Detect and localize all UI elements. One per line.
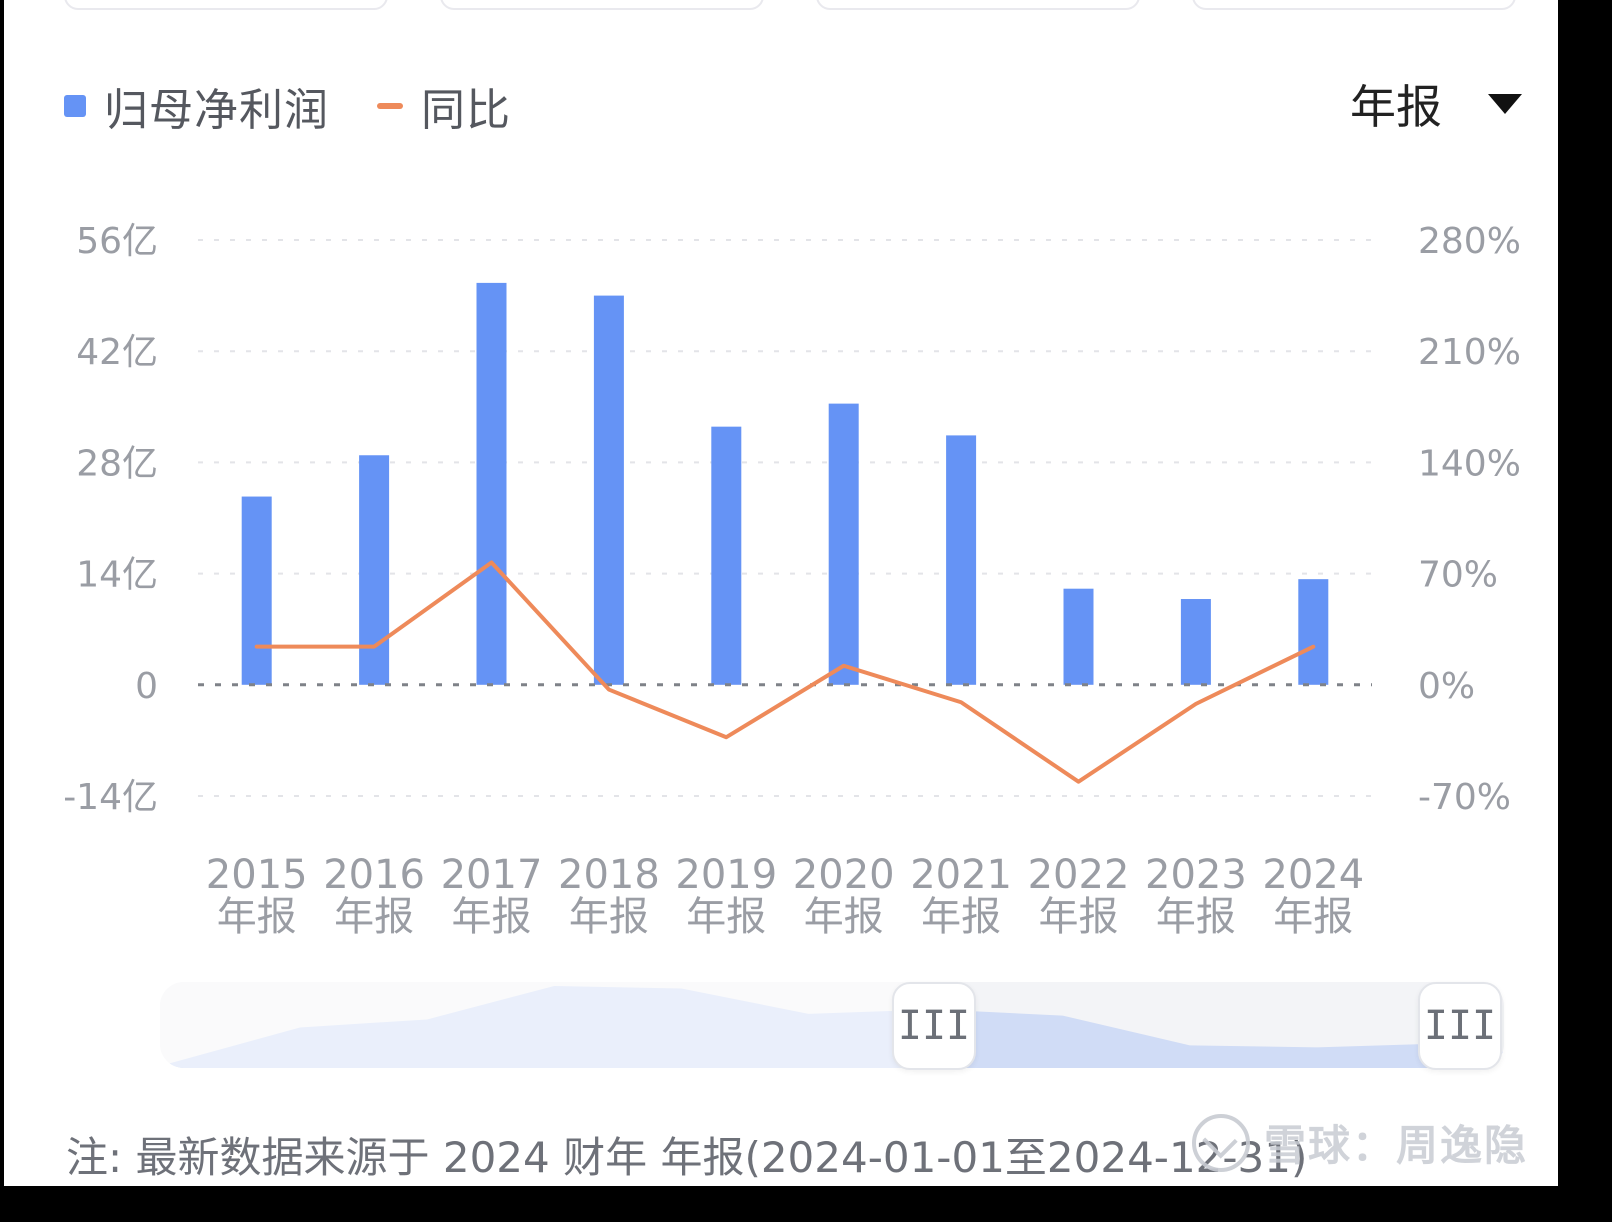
x-axis-tick-label: 2024 年报 xyxy=(1262,852,1364,940)
watermark-text: 雪球：周逸隐 xyxy=(1264,1121,1529,1170)
left-axis-tick-label: 0 xyxy=(135,666,158,707)
bar xyxy=(1180,599,1211,685)
right-axis-tick-label: 70% xyxy=(1418,555,1498,596)
yoy-point xyxy=(725,736,727,738)
slider-handle-right[interactable]: III xyxy=(1418,982,1502,1070)
left-axis-tick-label: 14亿 xyxy=(76,555,158,596)
x-axis-tick-label: 2015 年报 xyxy=(206,852,308,940)
left-axis-tick-label: 28亿 xyxy=(76,443,158,484)
yoy-point xyxy=(1195,703,1197,705)
chart-legend: 归母净利润 同比 xyxy=(64,76,559,136)
yoy-point xyxy=(1078,781,1079,783)
yoy-point xyxy=(608,689,610,691)
combo-chart: 56亿 280% 42亿 210% 28亿 140% 14亿 70% 0 0% -14亿 -70% 20… xyxy=(63,221,1521,940)
bar xyxy=(593,295,624,685)
range-slider-track[interactable] xyxy=(160,982,1504,1068)
data-source-footnote: 注: 最新数据来源于 2024 财年 年报(2024-01-01至2024-12… xyxy=(66,1133,1308,1182)
slider-mask xyxy=(160,982,935,1068)
bar xyxy=(359,455,390,685)
bar xyxy=(828,403,859,685)
yoy-line xyxy=(254,560,1316,784)
x-axis-tick-label: 2018 年报 xyxy=(558,852,660,940)
slider-handle-left[interactable]: III xyxy=(892,982,976,1070)
line-swatch-icon xyxy=(377,103,403,109)
legend-label-yoy: 同比 xyxy=(421,85,511,136)
yoy-point xyxy=(373,646,375,648)
snowball-logo-icon xyxy=(1192,1113,1250,1172)
right-axis-tick-label: 280% xyxy=(1418,221,1521,262)
caret-down-icon xyxy=(1488,94,1522,114)
right-axis-tick-label: 210% xyxy=(1418,332,1521,373)
yoy-point xyxy=(256,646,258,648)
bar-swatch-icon xyxy=(64,95,86,117)
yoy-point xyxy=(843,665,845,667)
x-axis-tick-label: 2020 年报 xyxy=(793,852,895,940)
right-axis-tick-label: -70% xyxy=(1418,777,1511,818)
period-dropdown[interactable]: 年报 xyxy=(1350,72,1522,136)
bar xyxy=(1063,588,1094,685)
x-axis-tick-label: 2022 年报 xyxy=(1028,852,1130,940)
slider-overview xyxy=(160,982,1504,1068)
legend-item-yoy[interactable]: 同比 xyxy=(377,74,511,138)
left-axis-tick-label: 42亿 xyxy=(76,332,158,373)
x-axis-tick-label: 2016 年报 xyxy=(323,852,425,940)
left-axis-tick-label: -14亿 xyxy=(63,777,158,818)
bar xyxy=(946,435,977,685)
x-axis-tick-label: 2023 年报 xyxy=(1145,852,1247,940)
bar xyxy=(1298,579,1329,685)
period-dropdown-value: 年报 xyxy=(1350,80,1442,134)
legend-item-net-profit[interactable]: 归母净利润 xyxy=(64,74,329,138)
left-axis-tick-label: 56亿 xyxy=(76,221,158,262)
legend-label-net-profit: 归母净利润 xyxy=(104,85,329,136)
bar xyxy=(241,496,272,685)
right-axis-tick-label: 0% xyxy=(1418,666,1475,707)
bar xyxy=(711,426,742,685)
yoy-point xyxy=(960,701,962,703)
chart-card: 归母净利润 同比 年报 56亿 280% 42亿 210% 28亿 140% 14亿 70% 0… xyxy=(4,0,1558,1186)
bar xyxy=(476,282,507,685)
right-axis-tick-label: 140% xyxy=(1418,443,1521,484)
yoy-point xyxy=(491,561,492,563)
x-axis-tick-label: 2017 年报 xyxy=(441,852,543,940)
yoy-point xyxy=(1312,646,1314,648)
x-axis-tick-label: 2019 年报 xyxy=(675,852,777,940)
watermark: 雪球：周逸隐 xyxy=(1192,1112,1528,1173)
x-axis-tick-label: 2021 年报 xyxy=(910,852,1012,940)
